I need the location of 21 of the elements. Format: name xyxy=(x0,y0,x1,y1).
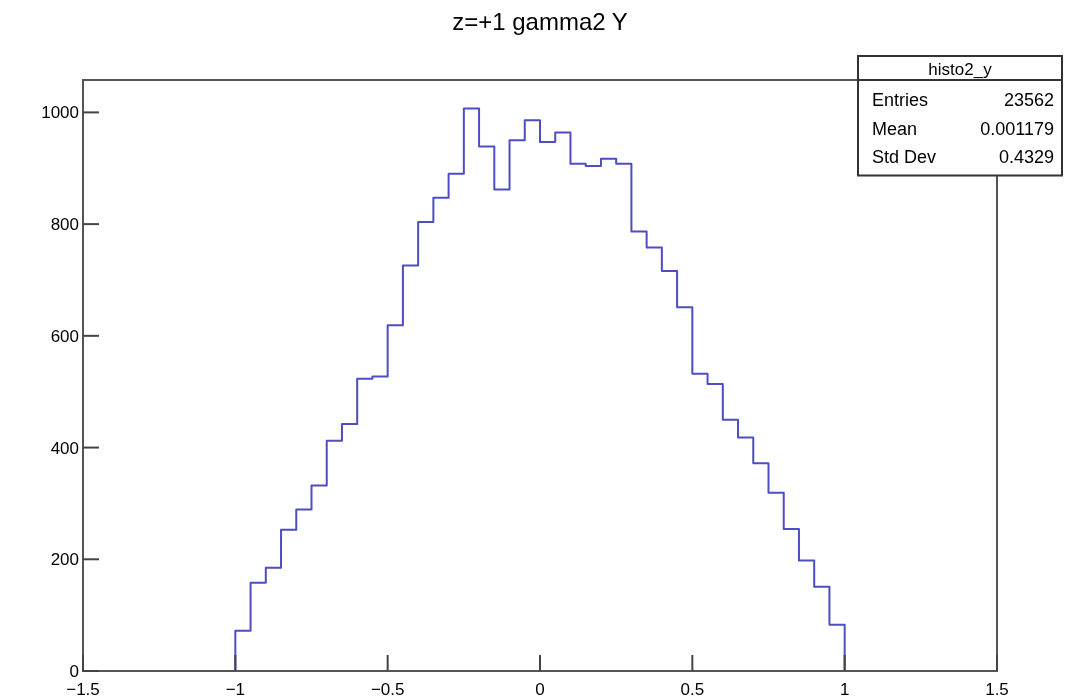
y-tick-label: 400 xyxy=(50,438,79,458)
x-tick-label: 0 xyxy=(535,680,545,699)
x-tick-label: −1.5 xyxy=(66,680,100,699)
annotation: Mean xyxy=(872,118,918,139)
y-tick-label: 0 xyxy=(69,662,79,681)
text: 23562 xyxy=(1003,90,1054,110)
y-tick-label: 200 xyxy=(50,550,79,570)
text: 0.4329 xyxy=(998,147,1054,167)
x-tick-label: 1 xyxy=(839,680,850,699)
y-tick-label: 600 xyxy=(50,326,79,346)
annotation: Entries xyxy=(872,90,929,110)
y-tick-label: 1000 xyxy=(41,103,79,123)
y-tick-label: 800 xyxy=(50,215,79,235)
text: histo2_y xyxy=(928,60,993,79)
x-tick-label: 0.5 xyxy=(680,680,705,699)
annotation: Std Dev xyxy=(872,147,937,167)
x-tick-label: −1 xyxy=(225,680,246,699)
chart-title: z=+1 gamma2 Y xyxy=(452,8,628,35)
x-tick-label: 1.5 xyxy=(985,680,1009,699)
x-tick-label: −0.5 xyxy=(370,680,405,699)
annotation: 0.001179 xyxy=(980,118,1054,139)
